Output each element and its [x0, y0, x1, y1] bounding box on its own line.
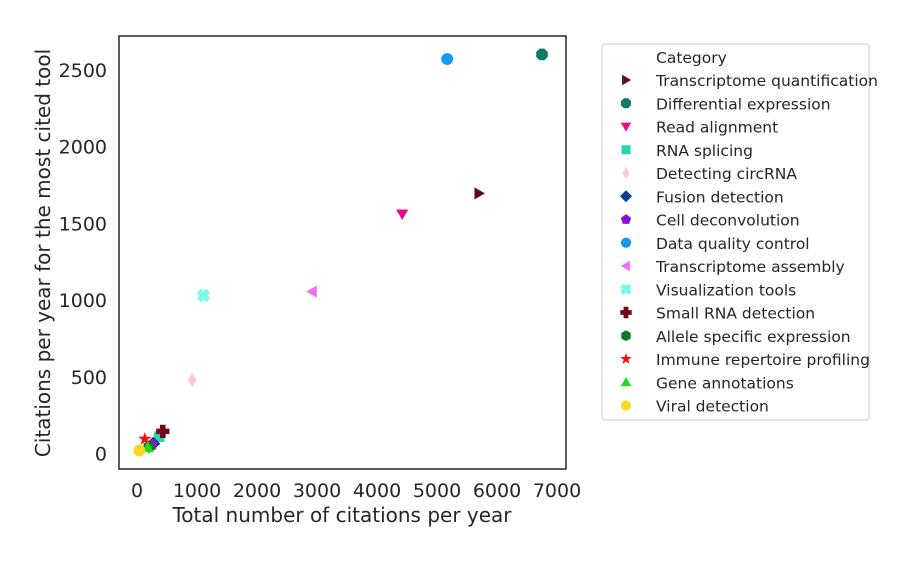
legend-marker [620, 400, 632, 411]
legend-marker [620, 353, 632, 364]
plot-frame [118, 35, 567, 470]
legend-marker [621, 98, 631, 109]
legend-marker [620, 190, 632, 203]
legend-entry-label: Gene annotations [656, 374, 794, 392]
y-tick-label: 2000 [59, 137, 107, 159]
x-tick-label: 4000 [353, 480, 401, 502]
legend-items: Transcriptome quantification Differential… [620, 72, 878, 416]
legend-entry-label: Differential expression [656, 95, 831, 113]
legend-entry-label: Data quality control [656, 235, 810, 253]
y-tick-label: 0 [95, 444, 107, 466]
x-tick-label: 7000 [533, 480, 581, 502]
legend-entry-label: Transcriptome quantification [655, 72, 878, 90]
data-point [474, 187, 485, 200]
legend-entry-label: Read alignment [656, 119, 778, 137]
x-tick-label: 1000 [173, 480, 221, 502]
x-axis-label: Total number of citations per year [171, 503, 512, 527]
legend-marker [620, 306, 632, 319]
y-axis-label: Citations per year for the most cited to… [31, 49, 55, 457]
legend-marker [622, 167, 630, 179]
legend-marker [620, 122, 632, 132]
legend-marker [620, 283, 632, 295]
data-point [138, 432, 152, 445]
legend-title: Category [656, 49, 727, 67]
legend-entry-label: Transcriptome assembly [655, 258, 845, 276]
legend-entry-label: Fusion detection [656, 188, 784, 206]
data-point [536, 48, 548, 61]
y-tick-label: 500 [71, 367, 107, 389]
x-tick-label: 2000 [233, 480, 281, 502]
data-point [156, 424, 170, 439]
data-point [396, 209, 409, 221]
legend-marker [621, 330, 631, 342]
y-axis-ticks: 0 500 1000 1500 2000 2500 [59, 60, 107, 466]
plot-markers [133, 48, 548, 457]
data-point [133, 444, 146, 457]
x-axis-ticks: 0 1000 2000 3000 4000 5000 6000 7000 [131, 480, 581, 502]
legend-entry-label: Detecting circRNA [656, 165, 797, 183]
legend-entry-label: Viral detection [656, 398, 769, 416]
legend: Category Transcriptome quantification Dif… [601, 43, 878, 421]
x-tick-label: 5000 [413, 480, 461, 502]
data-point [153, 431, 165, 443]
legend-marker [620, 214, 632, 224]
data-point [196, 288, 211, 303]
y-tick-label: 2500 [59, 60, 107, 82]
legend-entry-label: Small RNA detection [656, 305, 815, 323]
data-point [306, 285, 317, 298]
x-tick-label: 0 [131, 480, 143, 502]
legend-entry-label: RNA splicing [656, 142, 753, 160]
legend-entry-label: Immune repertoire profiling [656, 351, 870, 369]
data-point [441, 53, 454, 65]
legend-marker [620, 377, 632, 387]
legend-entry-label: Visualization tools [656, 281, 796, 299]
x-tick-label: 6000 [473, 480, 521, 502]
y-tick-label: 1000 [59, 290, 107, 312]
legend-marker [622, 74, 632, 86]
legend-marker [620, 237, 632, 248]
data-point [188, 372, 197, 387]
x-tick-label: 3000 [293, 480, 341, 502]
legend-frame [601, 43, 870, 421]
legend-marker [621, 145, 631, 155]
y-tick-label: 1500 [59, 213, 107, 235]
legend-entry-label: Allele specific expression [656, 328, 851, 346]
legend-marker [620, 260, 630, 272]
legend-entry-label: Cell deconvolution [656, 212, 800, 230]
